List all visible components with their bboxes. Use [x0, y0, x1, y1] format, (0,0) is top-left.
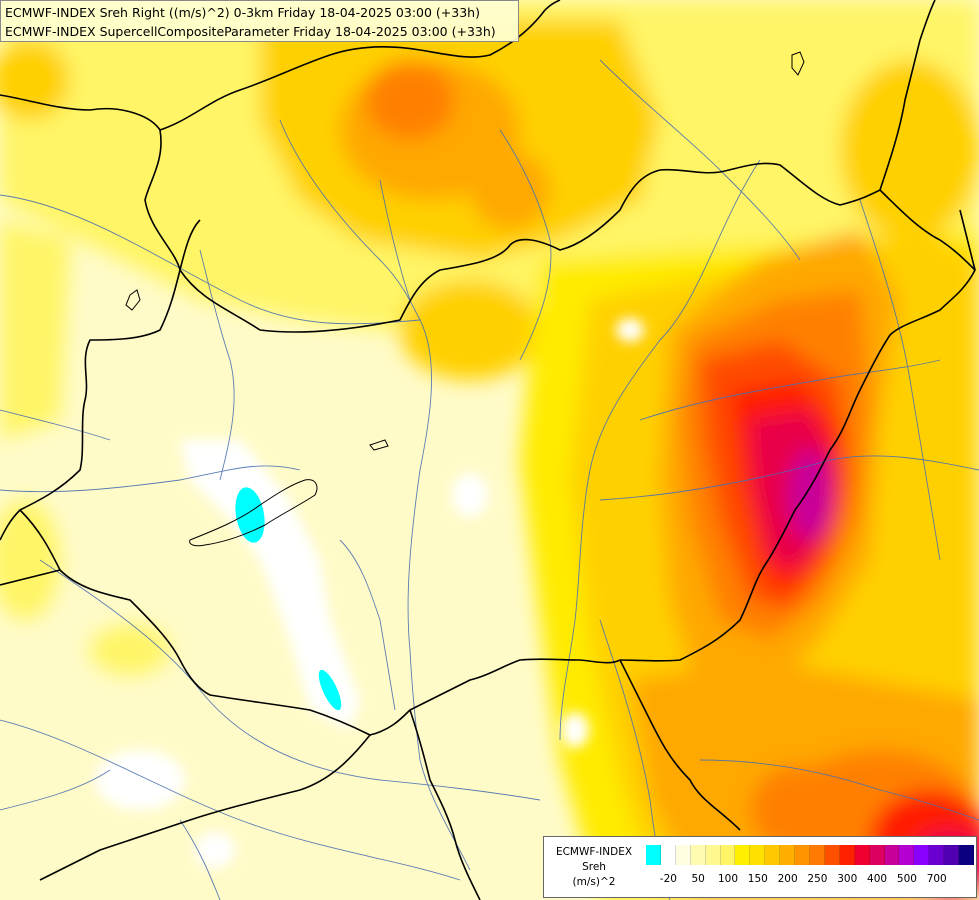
border-moldova [959, 209, 976, 271]
field-darkorange-se2 [750, 765, 850, 855]
border-ua-north [879, 0, 936, 191]
field-white-north-spot [616, 318, 644, 342]
legend-swatch [944, 845, 960, 865]
legend-title: ECMWF-INDEX Sreh (m/s)^2 [548, 845, 640, 890]
river-sw-2 [179, 819, 221, 900]
border-ba [39, 734, 371, 881]
legend-swatch [675, 845, 691, 865]
color-legend: ECMWF-INDEX Sreh (m/s)^2 -20 50 100 150 200 2… [543, 836, 977, 898]
legend-swatch [660, 845, 676, 865]
legend-color-scale [646, 845, 974, 865]
field-gold-center [400, 280, 540, 380]
legend-variable: Sreh [582, 861, 606, 873]
legend-swatch [839, 845, 855, 865]
field-white-center-spot [452, 473, 488, 517]
legend-swatch [854, 845, 870, 865]
field-darkorange-north [365, 60, 455, 140]
legend-tick-label: 250 [807, 873, 828, 885]
lake-balaton [189, 479, 318, 547]
field-white-south2 [561, 712, 589, 748]
field-white-south [95, 750, 185, 810]
field-white-central [180, 440, 360, 730]
legend-tick-label: 500 [896, 873, 917, 885]
river-west-1 [0, 409, 111, 441]
field-gold-nw [0, 40, 70, 120]
river-drava [39, 559, 541, 801]
border-ua-ro [619, 189, 976, 662]
river-vah [279, 119, 421, 321]
legend-tick-label: 700 [926, 873, 947, 885]
border-ua-west [544, 0, 561, 11]
border-si-west [0, 569, 61, 586]
legend-swatch [765, 845, 781, 865]
legend-tick-label: 300 [837, 873, 858, 885]
border-pl-north [159, 9, 546, 131]
field-yellow-sw-blob [90, 625, 170, 675]
border-sk-at [179, 219, 201, 271]
river-hron [379, 179, 411, 301]
map-title-box: ECMWF-INDEX Sreh Right ((m/s)^2) 0-3km F… [0, 0, 519, 42]
legend-swatch [884, 845, 900, 865]
legend-swatch [824, 845, 840, 865]
rivers [0, 59, 979, 900]
map-title-line-1: ECMWF-INDEX Sreh Right ((m/s)^2) 0-3km F… [5, 5, 480, 20]
border-rs-ro [619, 659, 741, 831]
river-raba [0, 465, 301, 493]
border-cz-sk-north [0, 94, 881, 333]
border-hu-si-hr [19, 509, 621, 736]
legend-tick-label: 150 [747, 873, 768, 885]
legend-swatch [959, 845, 974, 865]
lake-small-2 [125, 289, 141, 311]
legend-source: ECMWF-INDEX [555, 846, 633, 858]
river-east-1 [859, 199, 941, 561]
legend-swatch [780, 845, 796, 865]
field-cyan-south [318, 669, 342, 711]
legend-swatch [720, 845, 736, 865]
river-danube [0, 194, 471, 871]
river-south-2 [699, 759, 979, 821]
legend-swatch [809, 845, 825, 865]
legend-swatch [795, 845, 810, 865]
legend-tick-label: 100 [717, 873, 739, 885]
legend-swatch [869, 845, 885, 865]
river-north-1 [599, 59, 801, 261]
river-sw-1 [0, 769, 111, 811]
legend-tick-label: 50 [691, 873, 705, 885]
field-gold-east-top [840, 60, 979, 240]
legend-swatch [750, 845, 766, 865]
legend-tick-label: 400 [867, 873, 888, 885]
legend-swatch [646, 845, 661, 865]
lake-small-1 [369, 439, 389, 451]
field-white-sw [195, 832, 235, 868]
field-yellow-west-blob [0, 500, 60, 620]
map-title-line-2: ECMWF-INDEX SupercellCompositeParameter … [5, 24, 496, 39]
legend-swatch [705, 845, 721, 865]
legend-swatch [690, 845, 706, 865]
field-orange-north2 [470, 150, 550, 230]
legend-tick-labels: -20 50 100 150 200 250 300 400 500 700 [646, 873, 974, 889]
legend-tick-label: 200 [777, 873, 798, 885]
river-somes [639, 359, 941, 421]
legend-swatch [914, 845, 930, 865]
legend-swatch [735, 845, 751, 865]
river-sava [0, 719, 461, 881]
river-tisza [559, 159, 761, 741]
field-magenta-core [788, 450, 832, 540]
border-hr-rs [409, 709, 481, 900]
field-yellow-west-strip [0, 220, 70, 440]
river-morava [199, 249, 235, 481]
river-center-1 [339, 539, 396, 711]
legend-tick-label: -20 [659, 873, 677, 885]
river-north-2 [499, 129, 552, 361]
lake-small-3 [791, 51, 805, 76]
legend-swatch [899, 845, 915, 865]
legend-unit: (m/s)^2 [572, 876, 616, 888]
legend-swatch [929, 845, 945, 865]
